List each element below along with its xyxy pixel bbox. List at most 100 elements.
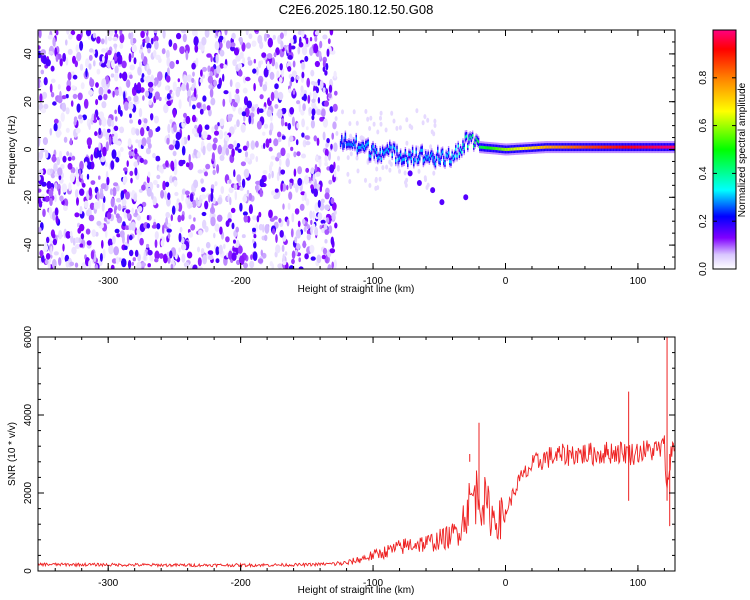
noise-blob — [155, 54, 161, 60]
noise-blob — [291, 212, 295, 223]
noise-blob — [403, 170, 407, 176]
signal-core — [499, 147, 501, 151]
noise-blob — [305, 198, 310, 206]
signal-core — [453, 154, 456, 158]
noise-blob — [304, 253, 309, 260]
signal-core — [669, 145, 672, 149]
noise-blob — [235, 81, 241, 89]
noise-blob — [292, 89, 296, 95]
noise-blob — [232, 102, 238, 108]
signal-core — [590, 145, 593, 149]
noise-blob — [324, 148, 329, 157]
noise-blob — [166, 49, 170, 60]
noise-blob — [103, 93, 108, 101]
noise-blob — [147, 171, 151, 178]
signal-core — [404, 151, 407, 155]
noise-blob — [280, 169, 286, 175]
noise-blob — [57, 167, 63, 176]
noise-blob — [283, 108, 287, 114]
noise-blob — [308, 107, 313, 114]
noise-blob — [49, 198, 53, 206]
noise-blob — [170, 160, 175, 171]
signal-core — [585, 145, 588, 149]
signal-core — [372, 145, 374, 149]
snr-y-tick-label: 6000 — [23, 325, 34, 348]
noise-blob — [217, 197, 223, 205]
noise-blob — [59, 195, 64, 202]
noise-blob — [166, 228, 172, 233]
noise-blob — [236, 174, 242, 183]
noise-blob — [186, 82, 189, 91]
noise-blob — [210, 184, 215, 189]
noise-blob — [258, 223, 264, 231]
spectrogram-y-tick-label: 20 — [23, 96, 34, 108]
noise-blob — [300, 85, 304, 93]
noise-blob — [326, 217, 330, 224]
noise-blob — [91, 161, 95, 170]
noise-blob — [93, 113, 97, 124]
noise-blob — [238, 37, 243, 43]
noise-blob — [161, 48, 166, 55]
signal-core — [415, 150, 417, 154]
noise-blob — [102, 146, 107, 157]
noise-blob — [121, 198, 127, 207]
noise-blob — [252, 68, 257, 74]
noise-blob — [95, 82, 99, 88]
noise-blob — [184, 190, 190, 195]
noise-blob — [122, 71, 128, 82]
noise-blob — [423, 114, 427, 120]
noise-blob — [259, 78, 263, 88]
signal-core — [633, 145, 636, 149]
noise-blob — [185, 162, 190, 168]
noise-blob — [233, 47, 240, 56]
signal-core — [339, 142, 342, 146]
signal-core — [638, 145, 641, 149]
signal-core — [545, 145, 547, 149]
signal-core — [523, 146, 525, 150]
noise-blob — [306, 233, 311, 241]
noise-blob — [137, 66, 142, 76]
signal-core — [459, 148, 462, 152]
noise-blob — [248, 192, 253, 201]
signal-core — [421, 148, 423, 152]
noise-blob — [50, 65, 55, 72]
noise-blob — [195, 57, 199, 66]
noise-blob — [264, 224, 270, 234]
noise-blob — [55, 30, 59, 36]
signal-core — [606, 145, 608, 149]
noise-blob — [272, 34, 276, 40]
signal-core — [409, 153, 411, 157]
noise-blob — [243, 168, 250, 178]
noise-blob — [131, 44, 137, 53]
signal-core — [368, 154, 371, 158]
noise-blob — [310, 119, 315, 129]
noise-blob — [301, 118, 305, 128]
noise-blob — [99, 253, 103, 262]
noise-blob — [277, 263, 283, 269]
signal-core — [589, 145, 591, 149]
signal-core — [488, 146, 491, 150]
noise-blob — [263, 106, 266, 112]
noise-blob — [250, 116, 254, 125]
noise-blob — [136, 228, 141, 235]
noise-blob — [164, 85, 169, 91]
signal-core — [391, 153, 393, 157]
noise-blob — [244, 157, 250, 163]
signal-core — [416, 159, 419, 163]
signal-core — [639, 145, 642, 149]
noise-blob — [169, 119, 173, 124]
signal-core — [425, 154, 427, 158]
noise-blob — [305, 167, 310, 173]
signal-core — [495, 147, 498, 151]
noise-blob — [242, 75, 247, 84]
noise-blob — [204, 124, 210, 130]
noise-blob — [222, 98, 226, 107]
noise-blob — [242, 211, 248, 216]
noise-blob — [421, 120, 425, 126]
signal-core — [625, 145, 627, 149]
noise-blob — [52, 37, 56, 47]
noise-blob — [215, 246, 220, 256]
noise-blob — [139, 61, 143, 68]
noise-blob — [291, 258, 295, 265]
noise-blob — [297, 177, 303, 186]
